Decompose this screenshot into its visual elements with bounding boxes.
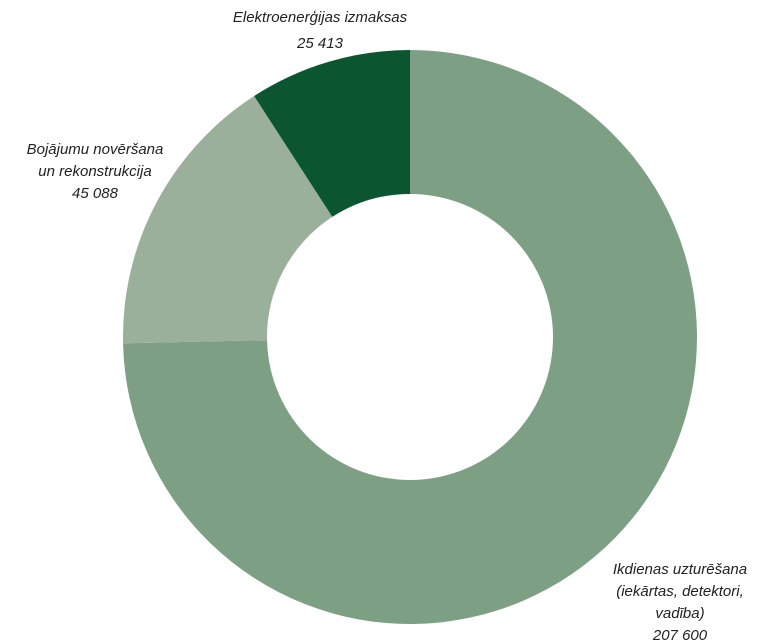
value-label: 207 600 — [652, 627, 708, 643]
donut-segment — [254, 50, 410, 217]
value-label: 25 413 — [296, 35, 344, 52]
donut-segment — [123, 96, 333, 344]
segment-label: Bojājumu novēršana un rekonstrukcija — [27, 141, 164, 180]
segment-label: Elektroenerģijas izmaksas — [233, 9, 408, 26]
segment-label: Ikdienas uzturēšana (iekārtas, detektori,… — [613, 561, 747, 622]
donut-segment — [123, 50, 697, 624]
value-label: 45 088 — [72, 185, 119, 202]
